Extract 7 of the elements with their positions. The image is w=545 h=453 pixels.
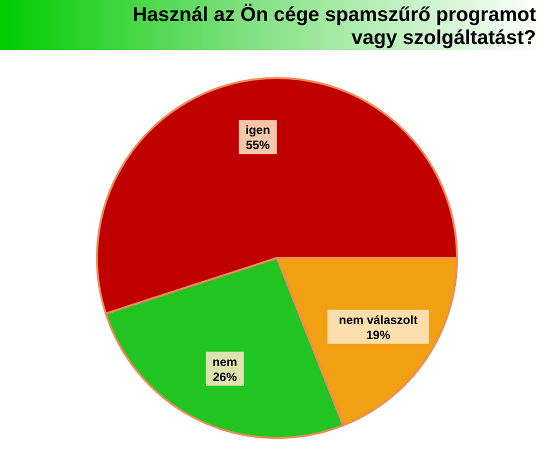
chart-title: Használ az Ön cége spamszűrő programot vagy szolgáltatást?: [132, 3, 536, 49]
data-label: 55%: [246, 138, 270, 152]
data-label: 26%: [212, 370, 238, 384]
slice-label: nem válaszolt: [338, 312, 418, 327]
data-label: 19%: [366, 328, 391, 342]
slice-label: igen: [246, 123, 270, 138]
slice-label: nem: [212, 354, 238, 369]
